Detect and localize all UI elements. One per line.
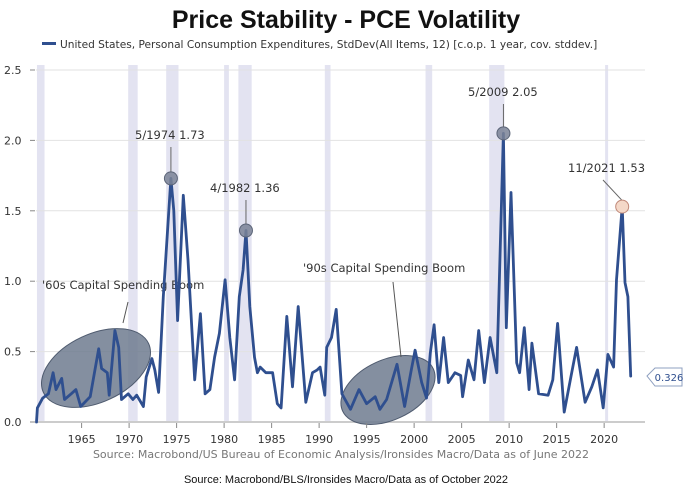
last-value-label: 0.326: [646, 367, 684, 387]
recession-band: [605, 65, 609, 422]
y-tick-label: 2.0: [4, 134, 22, 147]
chart-title: Price Stability - PCE Volatility: [172, 6, 520, 34]
x-tick-label: 1965: [68, 433, 96, 446]
x-tick-label: 2010: [495, 433, 523, 446]
callout-label: '90s Capital Spending Boom: [303, 261, 465, 275]
annotation-label: 11/2021 1.53: [568, 161, 645, 175]
y-tick-label: 0.0: [4, 416, 22, 429]
recession-band: [36, 65, 45, 422]
x-tick-label: 1990: [305, 433, 333, 446]
last-value-text: 0.326: [655, 373, 684, 384]
annotation-label: 5/1974 1.73: [135, 128, 205, 142]
legend-swatch: [42, 42, 56, 45]
recession-band: [489, 65, 505, 422]
recession-band: [128, 65, 138, 422]
legend-label: United States, Personal Consumption Expe…: [60, 39, 597, 51]
recession-band: [224, 65, 229, 422]
x-tick-label: 1975: [163, 433, 191, 446]
y-tick-label: 1.0: [4, 275, 22, 288]
callout-leader: [122, 301, 129, 324]
x-tick-label: 1985: [258, 433, 286, 446]
y-tick-label: 1.5: [4, 205, 22, 218]
annotation-leader: [602, 179, 623, 201]
y-tick-label: 2.5: [4, 64, 22, 77]
annotation-label: 4/1982 1.36: [210, 181, 280, 195]
source-inner: Source: Macrobond/US Bureau of Economic …: [93, 448, 589, 461]
x-tick-label: 2015: [543, 433, 571, 446]
x-tick-label: 1970: [115, 433, 143, 446]
recession-band: [324, 65, 331, 422]
recession-band: [166, 65, 179, 422]
x-tick-label: 1995: [353, 433, 381, 446]
peak-marker: [163, 171, 178, 186]
source-outer: Source: Macrobond/BLS/Ironsides Macro/Da…: [184, 474, 508, 486]
x-tick-label: 1980: [210, 433, 238, 446]
x-tick-label: 2000: [400, 433, 428, 446]
peak-marker: [615, 199, 630, 214]
x-tick-label: 2005: [448, 433, 476, 446]
callout-leader: [392, 281, 402, 358]
annotation-label: 5/2009 2.05: [468, 85, 538, 99]
x-tick-label: 2020: [590, 433, 618, 446]
y-tick-label: 0.5: [4, 346, 22, 359]
peak-marker: [238, 223, 253, 238]
recession-band: [425, 65, 433, 422]
series-line: [35, 132, 633, 424]
peak-marker: [496, 126, 511, 141]
